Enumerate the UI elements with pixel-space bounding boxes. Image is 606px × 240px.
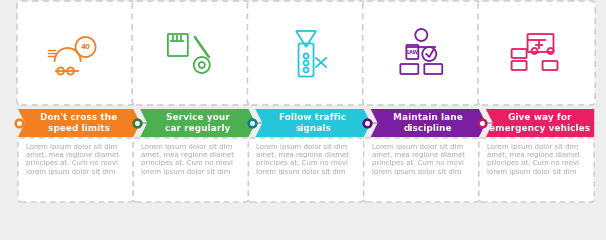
FancyBboxPatch shape <box>133 138 248 202</box>
FancyBboxPatch shape <box>17 1 134 105</box>
FancyBboxPatch shape <box>132 1 250 105</box>
Polygon shape <box>486 109 594 137</box>
FancyBboxPatch shape <box>247 1 365 105</box>
Polygon shape <box>371 109 486 137</box>
FancyBboxPatch shape <box>18 138 133 202</box>
Text: Lorem ipsum dolor sit dim
amet, mea regione diamet
principes at. Cum no movi
lor: Lorem ipsum dolor sit dim amet, mea regi… <box>26 144 119 175</box>
Text: Lorem ipsum dolor sit dim
amet, mea regione diamet
principes at. Cum no movi
lor: Lorem ipsum dolor sit dim amet, mea regi… <box>371 144 465 175</box>
Polygon shape <box>140 109 255 137</box>
FancyBboxPatch shape <box>478 1 595 105</box>
Text: Lorem ipsum dolor sit dim
amet, mea regione diamet
principes at. Cum no movi
lor: Lorem ipsum dolor sit dim amet, mea regi… <box>487 144 580 175</box>
Polygon shape <box>18 109 140 137</box>
Text: Lorem ipsum dolor sit dim
amet, mea regione diamet
principes at. Cum no movi
lor: Lorem ipsum dolor sit dim amet, mea regi… <box>141 144 234 175</box>
Text: Lorem ipsum dolor sit dim
amet, mea regione diamet
principes at. Cum no movi
lor: Lorem ipsum dolor sit dim amet, mea regi… <box>256 144 350 175</box>
FancyBboxPatch shape <box>364 138 479 202</box>
Text: Give way for
emergency vehicles: Give way for emergency vehicles <box>490 113 591 133</box>
FancyBboxPatch shape <box>479 138 594 202</box>
Text: Service your
car regularly: Service your car regularly <box>165 113 230 133</box>
Text: Don't cross the
speed limits: Don't cross the speed limits <box>41 113 118 133</box>
Text: 40: 40 <box>81 44 90 50</box>
Text: Maintain lane
discipline: Maintain lane discipline <box>393 113 463 133</box>
FancyBboxPatch shape <box>362 1 480 105</box>
Polygon shape <box>255 109 371 137</box>
Text: Follow traffic
signals: Follow traffic signals <box>279 113 347 133</box>
FancyBboxPatch shape <box>248 138 364 202</box>
Text: LAW: LAW <box>407 49 418 54</box>
